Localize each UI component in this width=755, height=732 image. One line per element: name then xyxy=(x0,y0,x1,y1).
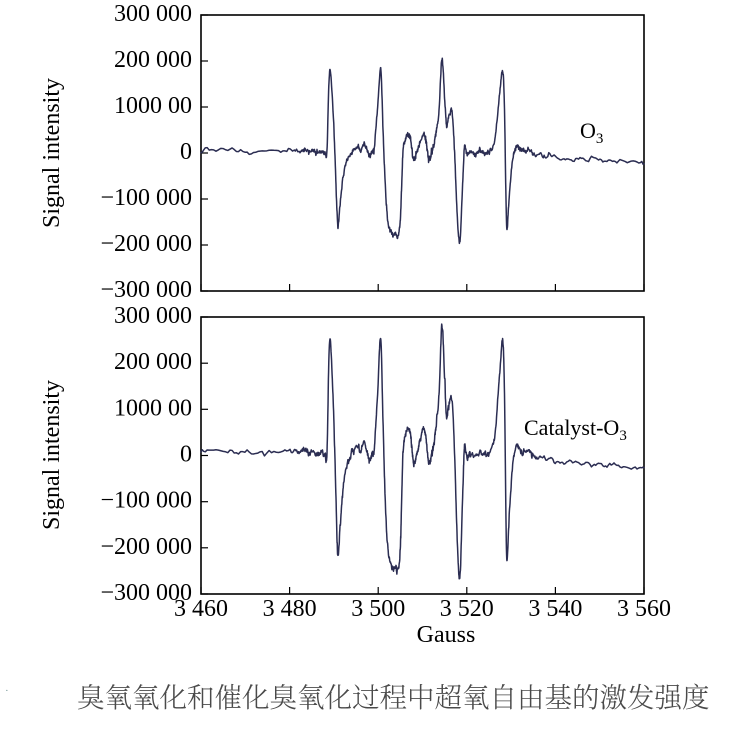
svg-text:−100 000: −100 000 xyxy=(100,185,192,211)
svg-text:Catalyst-O3: Catalyst-O3 xyxy=(524,415,627,444)
svg-text:300 000: 300 000 xyxy=(114,303,192,329)
svg-text:Signal intensity: Signal intensity xyxy=(39,78,65,228)
svg-text:−200 000: −200 000 xyxy=(100,534,192,560)
svg-text:200 000: 200 000 xyxy=(114,47,192,73)
svg-text:3 480: 3 480 xyxy=(263,596,317,622)
svg-text:200 000: 200 000 xyxy=(114,349,192,375)
svg-text:3 500: 3 500 xyxy=(351,596,405,622)
svg-text:3 460: 3 460 xyxy=(174,596,228,622)
svg-text:3 540: 3 540 xyxy=(528,596,582,622)
svg-text:3 520: 3 520 xyxy=(440,596,494,622)
svg-text:−300 000: −300 000 xyxy=(100,277,192,303)
svg-text:−100 000: −100 000 xyxy=(100,488,192,514)
svg-text:300 000: 300 000 xyxy=(114,1,192,27)
svg-text:1000 00: 1000 00 xyxy=(114,93,192,119)
svg-text:0: 0 xyxy=(180,139,192,165)
svg-text:−200 000: −200 000 xyxy=(100,231,192,257)
svg-text:1000 00: 1000 00 xyxy=(114,395,192,421)
svg-text:0: 0 xyxy=(180,442,192,468)
svg-text:Signal intensity: Signal intensity xyxy=(39,380,65,530)
svg-text:3 560: 3 560 xyxy=(617,596,671,622)
svg-text:Gauss: Gauss xyxy=(417,622,476,648)
